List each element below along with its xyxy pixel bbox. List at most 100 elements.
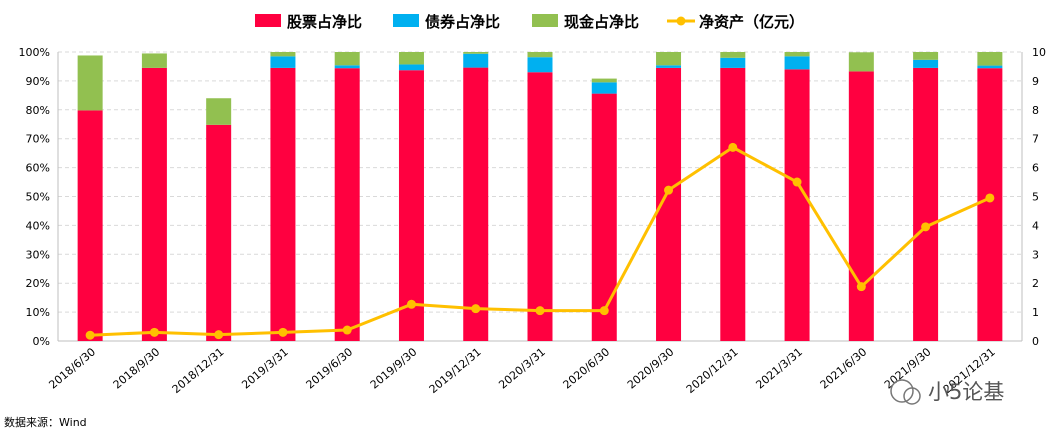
y-right-tick-label: 5 (1032, 191, 1039, 204)
bar-segment-series-2 (463, 52, 489, 54)
y-left-tick-label: 100% (19, 46, 50, 59)
line-point (599, 306, 609, 316)
bar-segment-series-0 (206, 124, 232, 341)
watermark-text: 小5论基 (928, 380, 1004, 404)
x-tick-label: 2019/3/31 (239, 345, 291, 391)
y-left-tick-label: 50% (26, 191, 50, 204)
line-point (149, 327, 159, 337)
y-right-tick-label: 10 (1032, 46, 1046, 59)
x-tick-label: 2021/3/31 (753, 345, 805, 391)
line-point (214, 330, 224, 340)
bars (77, 52, 1003, 342)
bar-segment-series-2 (848, 52, 874, 72)
bar-segment-series-1 (656, 65, 682, 68)
bar-segment-series-1 (527, 57, 553, 73)
bar-segment-series-1 (334, 65, 360, 69)
bar-segment-series-0 (784, 69, 810, 341)
y-right-tick-label: 8 (1032, 104, 1039, 117)
line-point (342, 325, 352, 335)
bar-segment-series-2 (977, 52, 1003, 66)
line-point (856, 282, 866, 292)
bar-segment-series-2 (527, 52, 553, 58)
bar-segment-series-0 (398, 70, 424, 341)
y-left-tick-label: 20% (26, 277, 50, 290)
legend-label: 债券占净比 (425, 13, 500, 31)
x-axis: 2018/6/30 2018/9/30 2018/12/31 2019/3/31 201… (46, 345, 997, 396)
line-point (85, 330, 95, 340)
y-left-tick-label: 30% (26, 248, 50, 261)
bar-segment-series-1 (977, 65, 1003, 69)
bar-segment-series-1 (784, 56, 810, 70)
y-axis-left: 0% 10% 20% 30% 40% 50% 60% 70% 80% 90% 100% (19, 46, 50, 348)
x-tick-label: 2021/6/30 (818, 345, 870, 391)
y-left-tick-label: 90% (26, 75, 50, 88)
bar-segment-series-0 (527, 72, 553, 341)
x-tick-label: 2020/6/30 (561, 345, 613, 391)
y-left-tick-label: 0% (33, 335, 50, 348)
line-point (985, 193, 995, 203)
line-point (921, 222, 931, 232)
bar-segment-series-0 (270, 67, 296, 342)
bar-segment-series-2 (720, 52, 746, 58)
bar-segment-series-0 (591, 93, 617, 341)
line-point (278, 327, 288, 337)
bar-segment-series-0 (141, 67, 167, 342)
net-assets-line (85, 142, 995, 340)
bar-segment-series-2 (270, 52, 296, 57)
y-right-tick-label: 9 (1032, 75, 1039, 88)
y-right-tick-label: 7 (1032, 133, 1039, 146)
bar-segment-series-2 (398, 52, 424, 65)
bar-segment-series-0 (977, 68, 1003, 342)
line-point (535, 306, 545, 316)
legend-line-marker (676, 16, 686, 26)
legend-swatch (255, 14, 281, 27)
bar-segment-series-1 (270, 56, 296, 68)
legend-swatch (532, 14, 558, 27)
y-left-tick-label: 70% (26, 133, 50, 146)
x-tick-label: 2018/6/30 (46, 345, 98, 391)
bar-segment-series-2 (334, 52, 360, 66)
y-left-tick-label: 40% (26, 219, 50, 232)
bar-segment-series-2 (784, 52, 810, 57)
bar-segment-series-1 (398, 64, 424, 71)
line-point (728, 142, 738, 152)
line-point (406, 299, 416, 309)
bar-segment-series-0 (720, 67, 746, 342)
legend-label: 现金占净比 (564, 13, 639, 31)
x-tick-label: 2018/9/30 (111, 345, 163, 391)
bar-segment-series-2 (913, 52, 939, 60)
bar-segment-series-0 (334, 68, 360, 342)
y-right-tick-label: 3 (1032, 248, 1039, 261)
x-tick-label: 2019/12/31 (427, 345, 484, 396)
bar-segment-series-0 (463, 67, 489, 341)
wechat-icon-small (903, 387, 921, 405)
y-right-tick-label: 2 (1032, 277, 1039, 290)
line-point (792, 177, 802, 187)
x-tick-label: 2021/9/30 (882, 345, 934, 391)
bar-segment-series-0 (77, 110, 103, 342)
legend-label: 净资产（亿元） (699, 13, 804, 31)
source-note: 数据来源：Wind (4, 415, 87, 429)
x-tick-label: 2018/12/31 (170, 345, 227, 396)
x-tick-label: 2019/9/30 (368, 345, 420, 391)
bar-segment-series-2 (656, 52, 682, 66)
y-right-tick-label: 4 (1032, 219, 1039, 232)
x-tick-label: 2020/3/31 (496, 345, 548, 391)
bar-segment-series-2 (206, 98, 232, 125)
y-right-tick-label: 0 (1032, 335, 1039, 348)
bar-segment-series-0 (913, 67, 939, 342)
legend-swatch (393, 14, 419, 27)
bar-segment-series-1 (913, 59, 939, 68)
legend-label: 股票占净比 (287, 13, 362, 31)
bar-segment-series-2 (141, 53, 167, 68)
y-right-tick-label: 1 (1032, 306, 1039, 319)
bar-segment-series-1 (591, 82, 617, 94)
y-left-tick-label: 80% (26, 104, 50, 117)
bar-segment-series-1 (463, 53, 489, 68)
x-tick-label: 2019/6/30 (304, 345, 356, 391)
bar-segment-series-2 (77, 55, 103, 111)
x-tick-label: 2020/12/31 (684, 345, 741, 396)
bar-segment-series-0 (848, 71, 874, 341)
y-axis-right: 0 1 2 3 4 5 6 7 8 9 10 (1032, 46, 1046, 348)
